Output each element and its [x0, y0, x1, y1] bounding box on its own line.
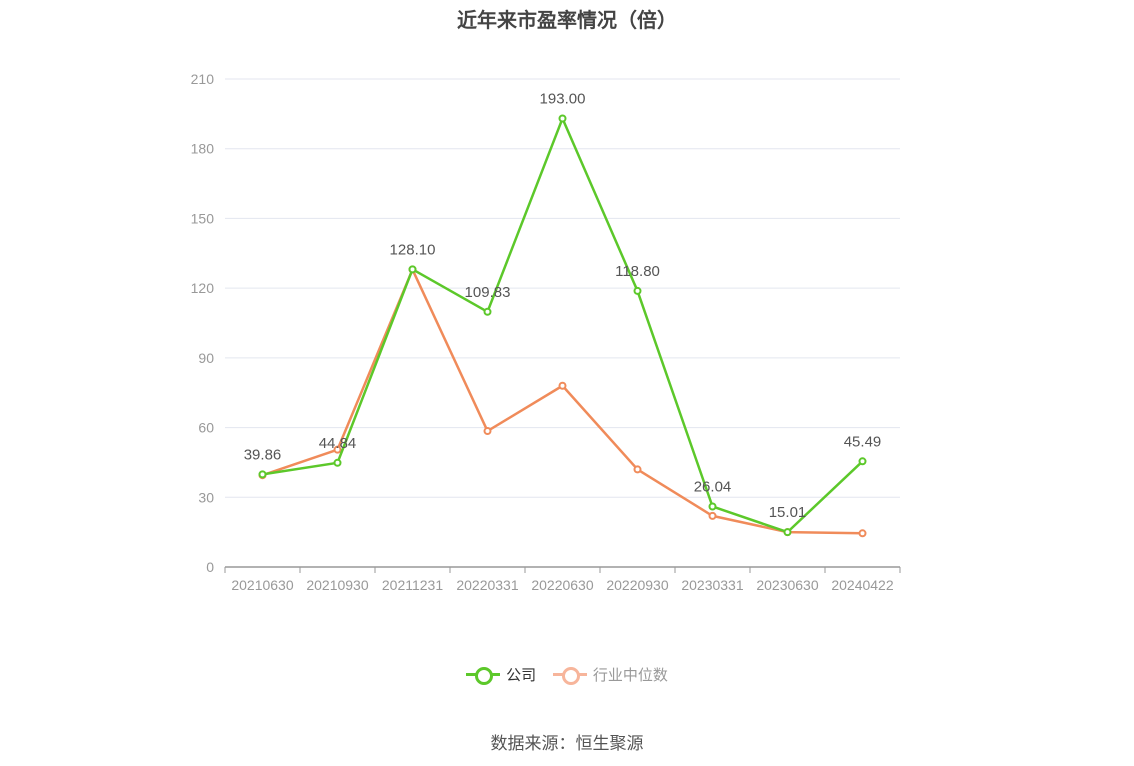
company-data-point	[858, 457, 867, 466]
chart-title: 近年来市盈率情况（倍）	[457, 8, 677, 32]
x-tick-label: 20220331	[456, 577, 519, 593]
legend-industry-label: 行业中位数	[592, 666, 668, 684]
x-tick-label: 20220630	[531, 577, 594, 593]
company-data-label: 39.86	[244, 446, 282, 463]
industry-data-point	[558, 381, 567, 390]
company-data-label: 45.49	[844, 433, 882, 450]
company-data-label: 44.84	[319, 435, 357, 452]
x-tick-label: 20210930	[306, 577, 369, 593]
x-tick-label: 20210630	[231, 577, 294, 593]
legend-company-marker-icon	[466, 665, 501, 685]
company-data-point	[783, 528, 792, 537]
industry-data-point	[858, 529, 867, 538]
company-data-point	[633, 286, 642, 295]
y-tick-label: 150	[191, 210, 215, 226]
industry-series-line	[262, 268, 863, 535]
company-data-point	[483, 307, 492, 316]
company-data-label: 193.00	[540, 91, 586, 108]
y-tick-label: 30	[198, 489, 214, 505]
x-tick-label: 20240422	[831, 577, 894, 593]
y-tick-label: 210	[191, 71, 215, 87]
x-tick-label: 20230630	[756, 577, 819, 593]
company-data-point	[258, 470, 267, 479]
legend-company-label: 公司	[506, 666, 537, 684]
company-data-point	[708, 502, 717, 511]
industry-data-point	[483, 427, 492, 436]
industry-data-point	[708, 511, 717, 520]
company-data-label: 15.01	[769, 504, 807, 521]
company-series-line	[262, 117, 864, 534]
company-data-label: 118.80	[615, 263, 660, 280]
legend-item-company[interactable]: 公司	[466, 664, 536, 685]
company-data-point	[558, 114, 567, 123]
y-tick-label: 60	[198, 420, 214, 436]
legend-item-industry[interactable]: 行业中位数	[552, 664, 668, 685]
y-tick-label: 180	[191, 141, 215, 157]
company-data-label: 109.83	[465, 284, 511, 301]
y-tick-label: 120	[191, 280, 215, 296]
legend-industry-marker-icon	[552, 665, 587, 685]
y-tick-label: 90	[198, 350, 214, 366]
company-data-label: 128.10	[390, 241, 436, 258]
x-tick-label: 20220930	[606, 577, 669, 593]
x-tick-label: 20230331	[681, 577, 744, 593]
y-tick-label: 0	[206, 559, 214, 575]
chart-legend: 公司 行业中位数	[0, 664, 1134, 689]
company-data-point	[333, 458, 342, 467]
company-data-label: 26.04	[694, 478, 732, 495]
line-chart: 0 30 60 90 120 150 180 210 20210630 20210930 20211…	[191, 71, 901, 593]
industry-data-point	[633, 465, 642, 474]
company-data-point	[408, 265, 417, 274]
industry-data-point	[333, 445, 342, 454]
x-tick-label: 20211231	[382, 577, 443, 593]
data-source: 数据来源：恒生聚源	[490, 734, 644, 754]
